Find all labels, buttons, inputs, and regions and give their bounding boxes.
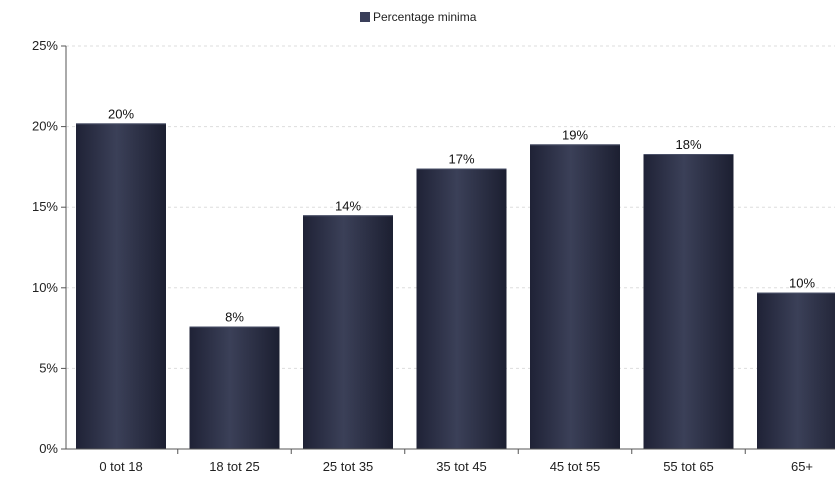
x-tick-label: 18 tot 25 — [209, 459, 260, 474]
y-tick-label: 10% — [32, 280, 58, 295]
bar — [757, 292, 835, 449]
y-tick-label: 25% — [32, 38, 58, 53]
data-label: 19% — [562, 127, 588, 142]
y-tick-label: 15% — [32, 199, 58, 214]
bar — [189, 326, 280, 449]
x-axis: 0 tot 18 18 tot 25 25 tot 35 35 tot 45 45 to… — [66, 448, 835, 474]
x-tick-label: 45 tot 55 — [550, 459, 601, 474]
bar — [303, 215, 393, 449]
data-label: 18% — [675, 137, 701, 152]
legend-label: Percentage minima — [373, 10, 477, 24]
bar — [530, 144, 620, 449]
x-tick-label: 0 tot 18 — [99, 459, 142, 474]
y-axis: 0% 5% 10% 15% 20% 25% — [32, 38, 67, 456]
x-tick-label: 25 tot 35 — [323, 459, 374, 474]
bars: 20% 8% 14% 17% 19% 18% 10% — [76, 106, 835, 449]
y-tick-label: 20% — [32, 119, 58, 134]
y-tick-label: 0% — [39, 441, 58, 456]
y-tick-label: 5% — [39, 360, 58, 375]
data-label: 20% — [108, 106, 134, 121]
bar — [643, 154, 734, 449]
x-tick-label: 65+ — [791, 459, 813, 474]
legend-swatch — [360, 12, 370, 22]
bar — [76, 123, 166, 449]
data-label: 10% — [789, 276, 815, 291]
legend: Percentage minima — [360, 10, 477, 24]
data-label: 17% — [448, 152, 474, 167]
bar — [416, 168, 507, 449]
data-label: 14% — [335, 198, 361, 213]
x-tick-label: 35 tot 45 — [436, 459, 487, 474]
x-tick-label: 55 tot 65 — [663, 459, 714, 474]
data-label: 8% — [225, 309, 244, 324]
